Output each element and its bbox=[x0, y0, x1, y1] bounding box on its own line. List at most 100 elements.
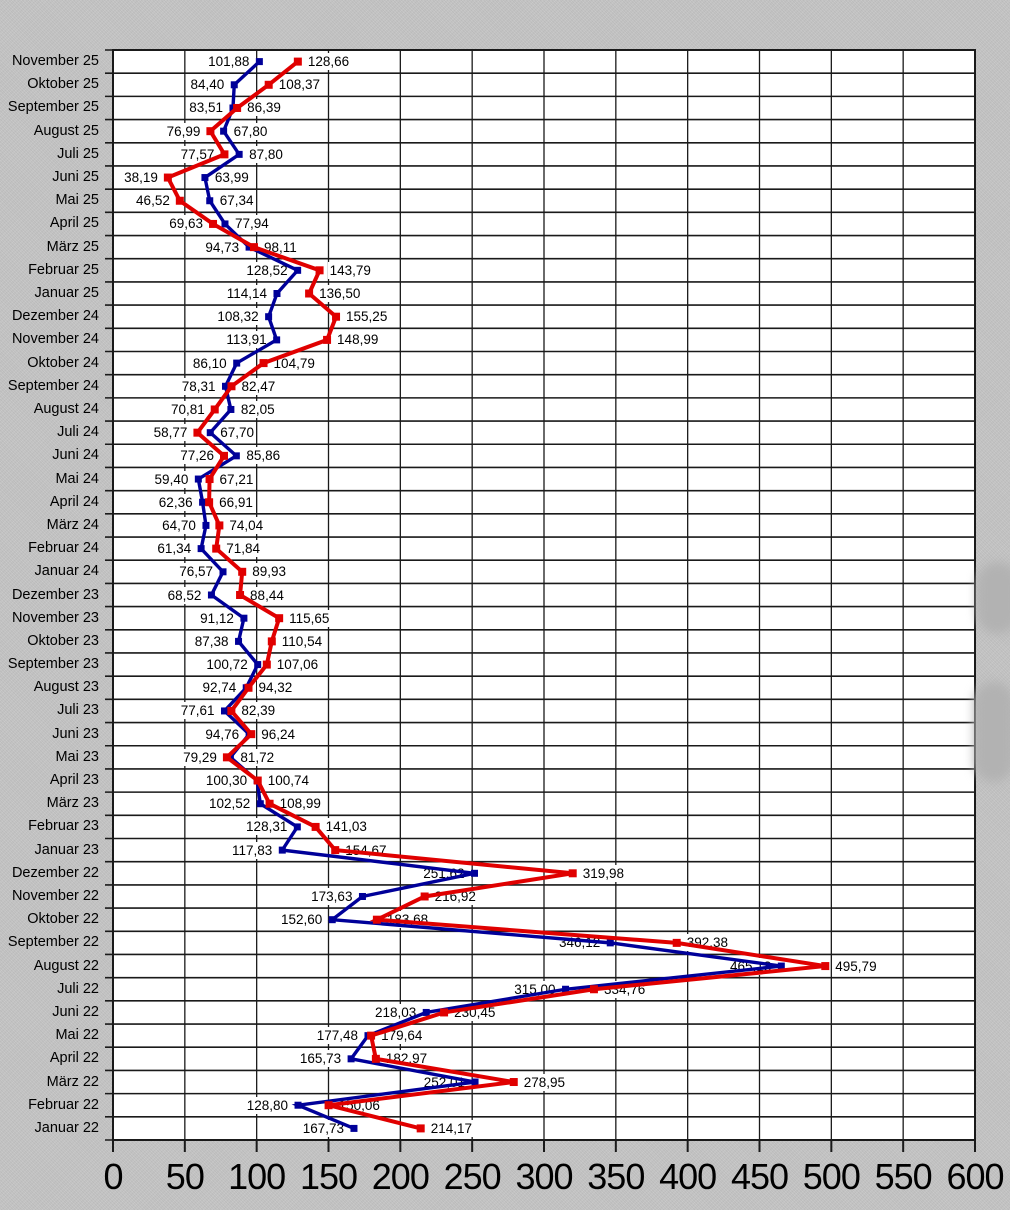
red-data-label: 110,54 bbox=[279, 632, 325, 650]
blue-data-label: 128,80 bbox=[244, 1096, 291, 1114]
red-data-label: 230,45 bbox=[452, 1003, 498, 1021]
category-label: Juni 23 bbox=[52, 725, 99, 742]
x-axis-tick-label: 150 bbox=[299, 1156, 358, 1197]
blue-data-label: 87,80 bbox=[247, 145, 285, 163]
red-data-label: 100,74 bbox=[265, 772, 312, 790]
blue-data-label: 177,48 bbox=[314, 1027, 360, 1045]
category-label: März 25 bbox=[46, 238, 99, 255]
category-label: Januar 25 bbox=[34, 285, 100, 301]
blue-data-label: 167,73 bbox=[300, 1119, 346, 1137]
blue-data-label: 346,12 bbox=[556, 934, 603, 952]
blue-data-label: 251,62 bbox=[421, 864, 467, 882]
red-data-label: 115,65 bbox=[287, 609, 332, 627]
blue-data-label: 76,57 bbox=[177, 563, 216, 581]
red-data-label: 183,68 bbox=[384, 911, 431, 929]
blue-data-label: 92,74 bbox=[200, 679, 239, 697]
red-data-label: 392,38 bbox=[684, 934, 731, 952]
category-label: Oktober 23 bbox=[27, 632, 99, 649]
category-label: Juni 22 bbox=[52, 1003, 99, 1020]
x-axis-tick-label: 250 bbox=[443, 1156, 502, 1197]
category-label: Mai 23 bbox=[55, 748, 99, 765]
category-label: Oktober 25 bbox=[27, 76, 99, 93]
blue-data-label: 108,32 bbox=[215, 308, 261, 326]
red-data-label: 143,79 bbox=[327, 261, 373, 279]
red-data-label: 128,66 bbox=[305, 53, 352, 71]
blue-data-label: 114,14 bbox=[224, 285, 269, 302]
gray-smudge bbox=[977, 562, 1010, 634]
category-label: Januar 22 bbox=[34, 1119, 100, 1136]
category-label: Juni 25 bbox=[52, 169, 99, 186]
red-data-label: 77,26 bbox=[178, 447, 216, 465]
x-axis-tick-label: 600 bbox=[946, 1156, 1004, 1197]
x-axis-tick-label: 200 bbox=[371, 1156, 430, 1197]
blue-data-label: 67,70 bbox=[218, 424, 257, 442]
red-data-label: 77,57 bbox=[178, 145, 217, 163]
category-label: März 22 bbox=[46, 1073, 99, 1090]
x-axis-tick-label: 550 bbox=[874, 1156, 933, 1197]
red-data-label: 69,63 bbox=[167, 215, 206, 233]
blue-data-label: 85,86 bbox=[244, 447, 283, 465]
category-label: März 24 bbox=[46, 516, 99, 533]
blue-data-label: 76,99 bbox=[164, 122, 203, 140]
red-data-label: 107,06 bbox=[274, 656, 321, 674]
blue-data-label: 59,40 bbox=[152, 470, 191, 488]
blue-data-label: 252,01 bbox=[421, 1073, 468, 1091]
red-data-label: 88,44 bbox=[248, 586, 286, 604]
category-label: August 23 bbox=[33, 679, 99, 696]
blue-data-label: 117,83 bbox=[230, 841, 275, 859]
blue-data-label: 62,36 bbox=[156, 493, 195, 511]
blue-data-label: 100,72 bbox=[204, 656, 250, 674]
red-data-label: 67,21 bbox=[217, 470, 256, 488]
red-data-label: 136,50 bbox=[317, 285, 363, 302]
category-label: November 23 bbox=[11, 609, 99, 626]
blue-data-label: 173,63 bbox=[309, 887, 355, 905]
category-label: Juli 24 bbox=[57, 424, 99, 441]
category-label: November 22 bbox=[11, 887, 99, 904]
red-data-label: 98,11 bbox=[261, 238, 299, 256]
blue-data-label: 77,61 bbox=[178, 702, 217, 720]
red-data-label: 334,76 bbox=[601, 980, 648, 998]
red-data-label: 86,39 bbox=[245, 99, 283, 117]
blue-data-label: 113,91 bbox=[224, 331, 269, 349]
gray-smudge bbox=[974, 682, 1010, 782]
red-data-label: 155,25 bbox=[344, 308, 390, 326]
red-data-label: 71,84 bbox=[224, 540, 262, 558]
red-data-label: 94,32 bbox=[256, 679, 295, 697]
red-data-label: 74,04 bbox=[227, 516, 266, 534]
red-data-label: 104,79 bbox=[271, 354, 317, 372]
blue-data-label: 100,30 bbox=[203, 772, 250, 790]
blue-data-label: 152,60 bbox=[278, 911, 325, 929]
red-data-label: 66,91 bbox=[217, 493, 255, 511]
category-label: August 22 bbox=[33, 957, 99, 974]
category-label: September 25 bbox=[7, 99, 99, 116]
blue-data-label: 83,51 bbox=[187, 99, 225, 117]
x-axis-tick-label: 450 bbox=[730, 1156, 789, 1197]
red-data-label: 70,81 bbox=[168, 400, 207, 418]
category-label: August 25 bbox=[33, 122, 99, 139]
red-data-label: 79,29 bbox=[181, 748, 219, 766]
red-data-label: 38,19 bbox=[122, 169, 160, 187]
blue-data-label: 465,18 bbox=[728, 957, 774, 975]
red-data-label: 319,98 bbox=[580, 864, 626, 882]
blue-data-label: 78,31 bbox=[179, 377, 218, 395]
blue-data-label: 128,31 bbox=[244, 818, 290, 836]
blue-data-label: 61,34 bbox=[155, 540, 194, 558]
red-data-label: 182,97 bbox=[383, 1050, 430, 1068]
red-data-label: 89,93 bbox=[250, 563, 288, 581]
blue-data-label: 165,73 bbox=[297, 1050, 344, 1068]
blue-data-label: 64,70 bbox=[160, 516, 198, 534]
category-label: Mai 25 bbox=[55, 192, 99, 209]
blue-data-label: 94,76 bbox=[203, 725, 242, 743]
blue-data-label: 63,99 bbox=[212, 169, 251, 187]
blue-data-label: 86,10 bbox=[190, 354, 229, 372]
x-axis-tick-label: 50 bbox=[165, 1156, 205, 1197]
blue-data-label: 81,72 bbox=[238, 748, 277, 766]
red-data-label: 96,24 bbox=[259, 725, 298, 743]
x-axis-tick-label: 100 bbox=[228, 1156, 286, 1197]
red-data-label: 179,64 bbox=[379, 1027, 425, 1045]
red-data-label: 67,80 bbox=[231, 122, 270, 140]
category-label: September 22 bbox=[7, 934, 99, 951]
category-label: April 22 bbox=[49, 1050, 99, 1067]
x-axis-tick-label: 350 bbox=[587, 1156, 645, 1197]
